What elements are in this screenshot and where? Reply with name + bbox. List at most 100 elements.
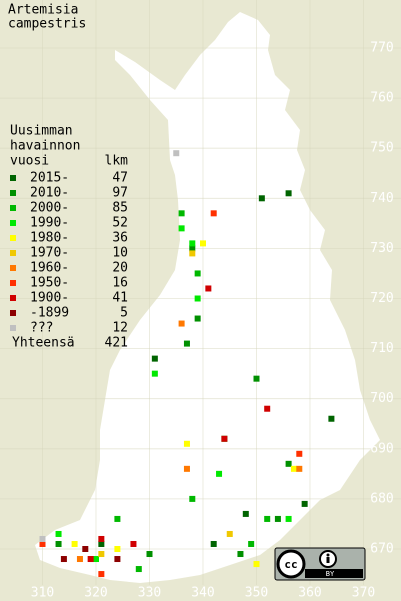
record-square bbox=[253, 375, 260, 382]
legend-count: 52 bbox=[112, 216, 128, 231]
by-icon-body bbox=[326, 557, 330, 563]
record-square bbox=[39, 540, 46, 547]
record-square bbox=[248, 540, 255, 547]
legend-total: 421 bbox=[105, 336, 128, 351]
record-square bbox=[178, 210, 185, 217]
records bbox=[39, 150, 335, 578]
legend-count: 10 bbox=[112, 246, 128, 261]
record-square bbox=[296, 450, 303, 457]
legend-count: 41 bbox=[112, 291, 128, 306]
x-tick-label: 340 bbox=[191, 586, 214, 601]
y-tick-label: 700 bbox=[370, 391, 393, 406]
legend-swatch bbox=[10, 235, 16, 241]
legend-label: 2015- bbox=[30, 171, 69, 186]
legend: Artemisia campestris Uusimman havainnon … bbox=[8, 3, 128, 351]
record-square bbox=[210, 540, 217, 547]
legend-header: Uusimman bbox=[10, 124, 73, 139]
record-square bbox=[151, 355, 158, 362]
y-tick-label: 670 bbox=[370, 542, 393, 557]
legend-swatch bbox=[10, 175, 16, 181]
record-square bbox=[98, 540, 105, 547]
record-square bbox=[242, 510, 249, 517]
y-tick-label: 720 bbox=[370, 291, 393, 306]
record-square bbox=[60, 556, 67, 563]
y-tick-label: 750 bbox=[370, 141, 393, 156]
legend-swatch bbox=[10, 310, 16, 316]
legend-label: 1990- bbox=[30, 216, 69, 231]
legend-label: 1970- bbox=[30, 246, 69, 261]
record-square bbox=[194, 270, 201, 277]
x-tick-label: 370 bbox=[352, 586, 375, 601]
record-square bbox=[135, 566, 142, 573]
legend-swatch bbox=[10, 205, 16, 211]
legend-label: 1900- bbox=[30, 291, 69, 306]
legend-label: 1960- bbox=[30, 261, 69, 276]
legend-swatch bbox=[10, 220, 16, 226]
record-square bbox=[87, 556, 94, 563]
cc-icon bbox=[276, 549, 306, 579]
record-square bbox=[39, 535, 46, 542]
legend-label: 2010- bbox=[30, 186, 69, 201]
record-square bbox=[98, 571, 105, 578]
record-square bbox=[114, 556, 121, 563]
record-square bbox=[210, 210, 217, 217]
legend-header: vuosi bbox=[10, 154, 49, 169]
x-tick-label: 330 bbox=[138, 586, 161, 601]
y-tick-label: 730 bbox=[370, 241, 393, 256]
record-square bbox=[226, 530, 233, 537]
record-square bbox=[130, 540, 137, 547]
legend-header: havainnon bbox=[10, 139, 80, 154]
legend-label: 2000- bbox=[30, 201, 69, 216]
record-square bbox=[301, 500, 308, 507]
record-square bbox=[296, 465, 303, 472]
record-square bbox=[146, 551, 153, 558]
record-square bbox=[98, 551, 105, 558]
license-badge: cc BY bbox=[274, 547, 366, 581]
legend-label: ??? bbox=[30, 321, 53, 336]
record-square bbox=[183, 440, 190, 447]
record-square bbox=[237, 551, 244, 558]
finland-land bbox=[35, 12, 380, 583]
legend-count: 20 bbox=[112, 261, 128, 276]
legend-total-label: Yhteensä bbox=[12, 336, 75, 351]
record-square bbox=[76, 556, 83, 563]
by-icon-head bbox=[326, 553, 330, 557]
legend-count: 12 bbox=[112, 321, 128, 336]
y-tick-label: 710 bbox=[370, 341, 393, 356]
record-square bbox=[328, 415, 335, 422]
x-tick-label: 310 bbox=[31, 586, 54, 601]
x-tick-label: 360 bbox=[298, 586, 321, 601]
record-square bbox=[285, 190, 292, 197]
legend-swatch bbox=[10, 250, 16, 256]
legend-label: 1950- bbox=[30, 276, 69, 291]
legend-count: 85 bbox=[112, 201, 128, 216]
badge-by: BY bbox=[326, 570, 335, 578]
y-tick-label: 770 bbox=[370, 41, 393, 56]
record-square bbox=[200, 240, 206, 247]
record-square bbox=[285, 515, 292, 522]
legend-swatch bbox=[10, 265, 16, 271]
x-tick-label: 350 bbox=[245, 586, 268, 601]
title-line: campestris bbox=[8, 17, 86, 32]
record-square bbox=[258, 195, 265, 202]
legend-swatch bbox=[10, 295, 16, 301]
y-tick-label: 740 bbox=[370, 191, 393, 206]
legend-count: 36 bbox=[112, 231, 128, 246]
y-tick-label: 680 bbox=[370, 491, 393, 506]
record-square bbox=[178, 320, 185, 327]
record-square bbox=[189, 240, 196, 247]
record-square bbox=[290, 465, 297, 472]
legend-label: -1899 bbox=[30, 306, 69, 321]
record-square bbox=[178, 225, 185, 232]
y-tick-label: 760 bbox=[370, 91, 393, 106]
cc-text: cc bbox=[284, 558, 297, 571]
legend-count: 16 bbox=[112, 276, 128, 291]
legend-count-header: lkm bbox=[105, 154, 129, 169]
record-square bbox=[189, 250, 196, 257]
record-square bbox=[274, 515, 281, 522]
record-square bbox=[189, 495, 196, 502]
legend-label: 1980- bbox=[30, 231, 69, 246]
record-square bbox=[253, 561, 260, 568]
